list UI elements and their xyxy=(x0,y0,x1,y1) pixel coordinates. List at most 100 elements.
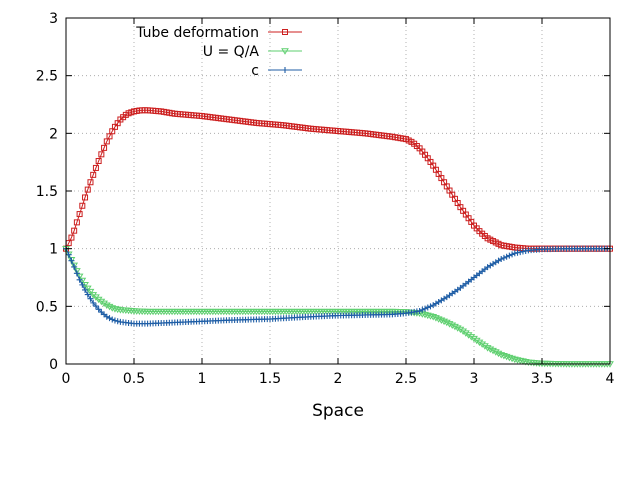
data-point xyxy=(68,234,75,241)
data-point xyxy=(489,347,497,355)
data-point xyxy=(422,305,429,312)
data-point xyxy=(79,281,86,288)
data-point xyxy=(464,332,473,339)
legend-marker xyxy=(281,48,289,55)
data-point xyxy=(86,288,95,296)
x-tick-label: 0 xyxy=(62,371,71,387)
data-point xyxy=(102,302,111,309)
data-point xyxy=(92,164,99,171)
data-point xyxy=(514,249,521,256)
data-point xyxy=(95,158,102,165)
data-point xyxy=(87,179,94,186)
data-point xyxy=(500,352,508,360)
x-axis-label: Space xyxy=(312,401,364,421)
data-point xyxy=(103,313,110,320)
data-point xyxy=(472,337,481,345)
y-tick-label: 0.5 xyxy=(36,299,58,315)
data-point xyxy=(505,354,514,362)
x-tick-label: 1.5 xyxy=(259,371,281,387)
data-point xyxy=(502,353,511,361)
data-point xyxy=(83,285,92,293)
data-point xyxy=(517,249,524,256)
data-point xyxy=(486,346,495,354)
data-point xyxy=(76,276,83,283)
data-point xyxy=(71,227,78,234)
data-point xyxy=(72,268,81,275)
x-tick-label: 3.5 xyxy=(531,371,553,387)
data-point xyxy=(423,312,432,320)
data-point xyxy=(497,352,506,359)
axis-ticks: 0 0.5 1 1.5 2 2.5 3 3.5 4 0 0.5 1 1.5 2 2.5 3 xyxy=(36,11,615,387)
data-point xyxy=(424,304,431,311)
data-point xyxy=(100,300,108,308)
data-point xyxy=(426,313,435,320)
legend-label: Tube deformation xyxy=(135,25,259,41)
data-point xyxy=(95,306,102,313)
data-point xyxy=(432,315,440,322)
data-point xyxy=(521,358,530,366)
y-tick-label: 3 xyxy=(49,11,58,27)
data-point xyxy=(442,319,451,327)
x-tick-label: 2 xyxy=(334,371,343,387)
legend-marker xyxy=(282,29,288,35)
data-point xyxy=(114,318,121,325)
legend-marker xyxy=(282,67,288,73)
data-point xyxy=(106,315,113,322)
x-tick-label: 4 xyxy=(606,371,615,387)
data-point xyxy=(78,277,87,285)
data-point xyxy=(68,257,75,264)
data-point xyxy=(71,263,78,270)
legend-label: c xyxy=(251,63,259,79)
data-point xyxy=(90,171,97,178)
y-tick-label: 0 xyxy=(49,357,58,373)
data-point xyxy=(109,316,116,323)
data-point xyxy=(416,307,423,314)
data-point xyxy=(98,151,105,158)
data-point xyxy=(516,357,525,365)
data-point xyxy=(519,248,526,255)
data-point xyxy=(511,250,518,257)
data-point xyxy=(92,303,99,310)
data-point xyxy=(470,335,478,343)
legend: Tube deformation U = Q/A c xyxy=(135,25,302,79)
data-point xyxy=(434,316,443,323)
x-tick-label: 2.5 xyxy=(395,371,417,387)
data-point xyxy=(429,314,438,321)
data-point xyxy=(70,262,79,270)
data-point xyxy=(73,219,80,226)
data-point xyxy=(105,303,114,311)
data-point xyxy=(82,286,89,293)
y-tick-label: 2 xyxy=(49,126,58,142)
data-point xyxy=(453,325,462,332)
data-point xyxy=(67,257,76,264)
data-point xyxy=(76,211,83,218)
data-point xyxy=(500,254,507,261)
data-point xyxy=(440,318,448,326)
data-point xyxy=(522,247,529,254)
data-point xyxy=(427,303,434,310)
data-point xyxy=(503,253,510,260)
data-point xyxy=(419,306,426,313)
data-point xyxy=(84,186,91,193)
data-point xyxy=(90,299,97,306)
data-point xyxy=(461,330,470,337)
data-point xyxy=(467,334,476,341)
data-point xyxy=(82,194,89,201)
data-point xyxy=(475,339,484,347)
x-tick-label: 3 xyxy=(470,371,479,387)
y-tick-label: 1 xyxy=(49,242,58,258)
y-tick-label: 1.5 xyxy=(36,184,58,200)
data-point xyxy=(111,317,118,324)
data-point xyxy=(421,311,429,319)
data-point xyxy=(73,270,80,277)
data-point xyxy=(491,349,500,356)
data-point xyxy=(459,328,468,336)
data-point xyxy=(510,356,519,364)
data-point xyxy=(478,341,487,348)
y-tick-label: 2.5 xyxy=(36,69,58,85)
data-point xyxy=(494,350,503,358)
data-point xyxy=(498,256,505,263)
x-tick-label: 0.5 xyxy=(123,371,145,387)
data-point xyxy=(108,305,117,312)
